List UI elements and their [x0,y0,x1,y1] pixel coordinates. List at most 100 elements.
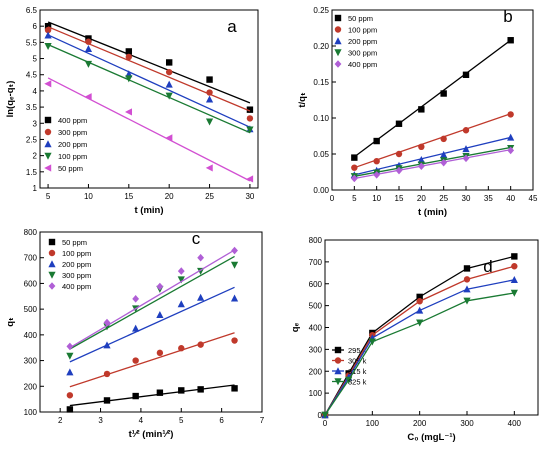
series-325-k [321,289,518,419]
x-axis-label: C₀ (mgL⁻¹) [407,432,455,443]
series-100-ppm [351,111,514,171]
fit-line [353,39,512,158]
legend-marker [334,346,342,354]
x-tick-label: 400 [508,419,522,428]
data-point [395,150,403,158]
data-point [177,276,185,284]
legend-label: 50 ppm [348,14,373,23]
data-point [440,90,447,97]
y-tick-label: 6 [33,22,38,31]
data-point [462,71,470,78]
data-point [231,337,238,344]
data-point [416,298,423,305]
panel-c: 2 3 4 5 6 7 100 200 300 400 500 600 700 800 t¹⁄² (min¹… [5,228,265,440]
data-point [206,76,213,83]
y-tick-label: 1 [33,184,38,193]
data-point [440,135,447,143]
data-point [156,389,164,396]
data-point [132,295,140,303]
fit-line [69,249,235,349]
fit-line [354,136,511,176]
data-point [66,342,74,351]
y-tick-label: 800 [309,236,323,245]
data-point [103,397,111,404]
data-point [350,174,358,183]
series-305-k [321,263,518,419]
data-point [156,282,164,291]
x-axis-label: t (min) [134,205,163,216]
fit-line [47,26,251,112]
y-tick-label: 600 [309,280,323,289]
y-tick-label: 4.5 [26,71,38,80]
fit-line [354,149,511,180]
y-tick-label: 500 [309,302,323,311]
data-point [351,154,358,161]
series-50-ppm [351,37,514,161]
fit-line [69,384,235,407]
legend-label: 325 k [348,378,367,387]
y-tick-label: 0.25 [313,6,329,15]
data-point [510,276,518,284]
series-line [324,265,515,416]
y-tick-label: 0.00 [313,186,329,195]
x-tick-label: 20 [165,192,174,201]
series-50-ppm [66,384,238,413]
data-point [417,162,425,171]
x-axis-label: t¹⁄² (min¹⁄²) [129,429,174,440]
data-point [351,164,358,171]
x-tick-label: 5 [179,416,184,425]
y-tick-label: 6.5 [26,6,38,15]
y-tick-label: 400 [309,324,323,333]
data-point [44,31,52,39]
y-tick-label: 600 [24,279,38,288]
series-400-ppm [44,21,254,113]
data-point [463,276,471,283]
legend-marker [334,378,342,386]
x-tick-label: 35 [484,194,493,203]
panel-b: 0 5 10 15 20 25 30 35 40 45 0.00 0.05 0.10 0.15 0.20 0.… [297,6,538,218]
plot-frame [324,239,539,416]
data-point [44,80,52,88]
legend-marker [48,260,56,268]
data-point [44,26,52,34]
y-tick-label: 200 [24,382,38,391]
legend-marker [48,249,56,257]
legend-label: 400 ppm [58,116,87,125]
fit-line [354,113,511,169]
data-point [463,265,471,272]
data-point [417,155,425,163]
y-tick-label: 0 [318,411,323,420]
data-point [85,38,92,45]
x-tick-label: 15 [395,194,404,203]
data-point [418,106,425,113]
legend-label: 315 k [348,367,367,376]
data-point [197,253,205,262]
data-point [85,35,92,42]
data-point [125,108,133,116]
legend-label: 50 ppm [62,238,87,247]
data-point [463,297,471,305]
data-point [178,345,185,352]
legend-marker [48,271,56,279]
legend-label: 300 ppm [348,49,377,58]
legend-label: 295 k [348,346,367,355]
data-point [205,118,214,126]
data-point [132,357,139,364]
panel-a: 5 10 15 20 25 30 1 1.5 2 2.5 3 3.5 4 4.5 5 5.5 6 6.5 t (mi… [5,6,259,216]
data-point [66,352,74,360]
data-point [230,294,239,302]
data-point [165,59,173,66]
y-axis-label: qₑ [290,322,301,332]
data-point [103,318,111,327]
data-point [246,106,254,113]
y-tick-label: 400 [24,331,38,340]
legend-marker [334,60,342,68]
x-tick-label: 0 [323,419,328,428]
legend-label: 100 ppm [348,26,377,35]
fit-line [69,286,235,363]
y-tick-label: 2.5 [26,135,38,144]
legend-label: 50 ppm [58,164,83,173]
y-tick-label: 3 [33,119,38,128]
y-tick-label: 100 [309,389,323,398]
